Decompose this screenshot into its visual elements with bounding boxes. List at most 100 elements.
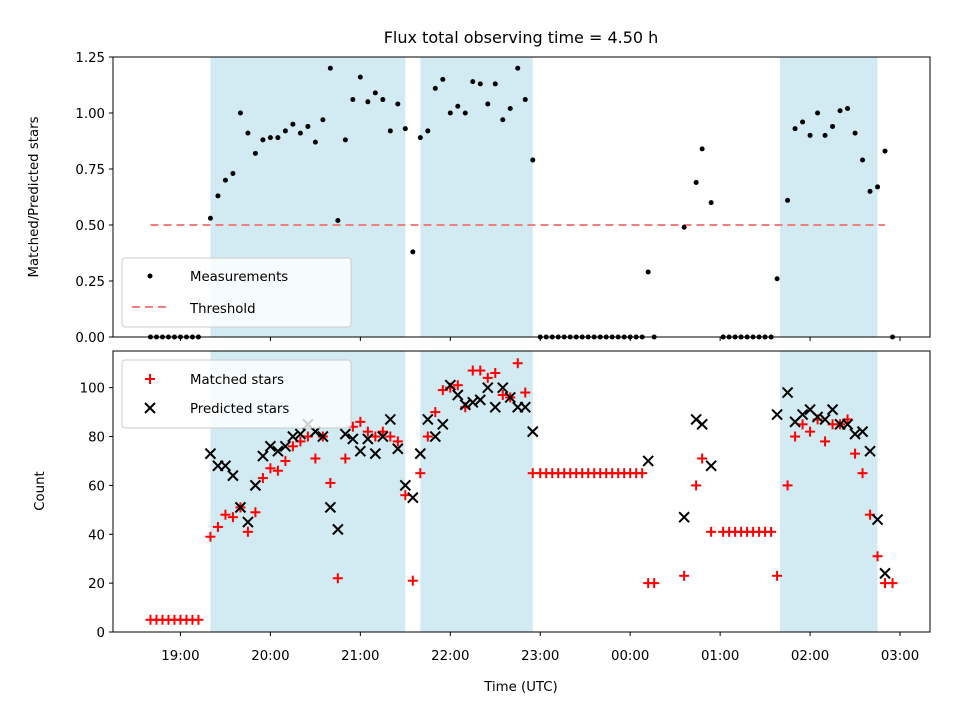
matched-point xyxy=(452,380,463,391)
matched-point xyxy=(415,468,426,479)
x-axis-label: Time (UTC) xyxy=(483,680,558,695)
measurement-point xyxy=(237,110,243,116)
matched-point xyxy=(250,507,261,518)
matched-point xyxy=(310,453,321,464)
measurement-point xyxy=(477,81,483,87)
predicted-point xyxy=(497,381,509,394)
predicted-point xyxy=(392,443,404,455)
ratio-y-ticks: 0.00 0.25 0.50 0.75 1.00 1.25 xyxy=(75,51,113,346)
predicted-point xyxy=(257,450,269,462)
matched-point xyxy=(679,570,690,581)
ratio-x-ticks xyxy=(179,337,901,341)
matched-point xyxy=(772,570,783,581)
predicted-point xyxy=(219,460,232,472)
matched-point xyxy=(691,480,702,491)
matched-point xyxy=(422,431,433,442)
measurement-point xyxy=(699,146,705,152)
y-tick-label: 80 xyxy=(88,431,105,446)
legend-measurements-label: Measurements xyxy=(190,270,288,285)
ratio-legend: Measurements Threshold xyxy=(121,257,352,328)
predicted-point xyxy=(482,381,494,394)
matched-point xyxy=(490,367,501,378)
measurement-point xyxy=(290,121,296,127)
ratio-panel-frame xyxy=(112,56,931,338)
matched-point xyxy=(475,365,486,376)
measurement-point xyxy=(275,135,281,141)
predicted-point xyxy=(678,511,690,523)
predicted-point xyxy=(294,428,307,440)
matched-points xyxy=(145,358,898,625)
predicted-point xyxy=(272,445,284,457)
measurement-point xyxy=(357,74,363,80)
measurement-point xyxy=(380,97,386,103)
measurement-point xyxy=(222,177,228,183)
measurement-point xyxy=(492,81,498,87)
predicted-point xyxy=(362,433,374,445)
y-tick-label: 20 xyxy=(88,577,105,592)
measurement-point xyxy=(882,148,888,154)
measurement-point xyxy=(365,99,371,105)
matched-point xyxy=(857,468,868,479)
measurement-point xyxy=(402,126,408,132)
measurement-point xyxy=(875,184,881,190)
measurement-point xyxy=(387,128,393,134)
predicted-point xyxy=(489,401,501,413)
predicted-point xyxy=(705,460,717,472)
predicted-point xyxy=(864,445,876,457)
matched-point xyxy=(257,473,268,484)
count-legend: Matched stars Predicted stars xyxy=(121,359,352,429)
x-tick-label: 22:00 xyxy=(431,649,469,664)
measurement-point xyxy=(432,85,438,91)
y-tick-label: 0.50 xyxy=(75,219,105,234)
measurement-point xyxy=(335,218,341,224)
legend-predicted-marker xyxy=(144,402,156,414)
matched-point xyxy=(370,431,381,442)
measurement-point xyxy=(372,90,378,96)
matched-point xyxy=(340,453,351,464)
measurement-point xyxy=(792,126,798,132)
predicted-point xyxy=(287,430,299,443)
measurement-point xyxy=(230,170,236,176)
measurement-point xyxy=(267,135,273,141)
predicted-point xyxy=(407,491,419,504)
predicted-point xyxy=(369,447,382,460)
count-panel: 0 20 40 60 80 100 19:00 20:00 21:00 22:00 23:00 00… xyxy=(33,350,931,695)
measurement-point xyxy=(320,117,326,123)
predicted-point xyxy=(332,523,344,536)
predicted-point xyxy=(819,413,831,426)
predicted-point xyxy=(696,418,708,431)
matched-point xyxy=(782,480,793,491)
measurement-point xyxy=(425,128,431,134)
count-panel-frame xyxy=(112,350,931,633)
measurement-point xyxy=(785,197,791,203)
predicted-point xyxy=(781,386,794,399)
y-tick-label: 60 xyxy=(88,479,105,494)
predicted-point xyxy=(414,447,427,460)
measurement-point xyxy=(447,110,453,116)
measurement-point xyxy=(708,200,714,206)
predicted-point xyxy=(849,428,861,440)
measurement-point xyxy=(440,76,446,82)
predicted-point xyxy=(474,394,486,406)
predicted-point xyxy=(642,455,654,467)
legend-matched-label: Matched stars xyxy=(190,373,284,388)
measurement-point xyxy=(693,179,699,185)
matched-point xyxy=(193,614,204,625)
measurement-point xyxy=(807,132,813,138)
measurement-point xyxy=(417,135,423,141)
matched-point xyxy=(407,575,418,586)
predicted-point xyxy=(264,440,277,453)
predicted-point xyxy=(429,430,442,443)
measurement-point xyxy=(207,215,213,221)
measurement-point xyxy=(282,128,288,134)
predicted-point xyxy=(324,501,337,514)
measurement-point xyxy=(845,106,851,112)
x-tick-label: 02:00 xyxy=(791,649,829,664)
ratio-y-axis-label: Matched/Predicted stars xyxy=(27,116,42,277)
measurement-point xyxy=(774,276,780,282)
measurement-point xyxy=(800,119,806,125)
count-legend-box xyxy=(121,359,352,429)
predicted-point xyxy=(527,425,539,438)
x-tick-label: 20:00 xyxy=(251,649,289,664)
observing-band xyxy=(780,57,878,337)
